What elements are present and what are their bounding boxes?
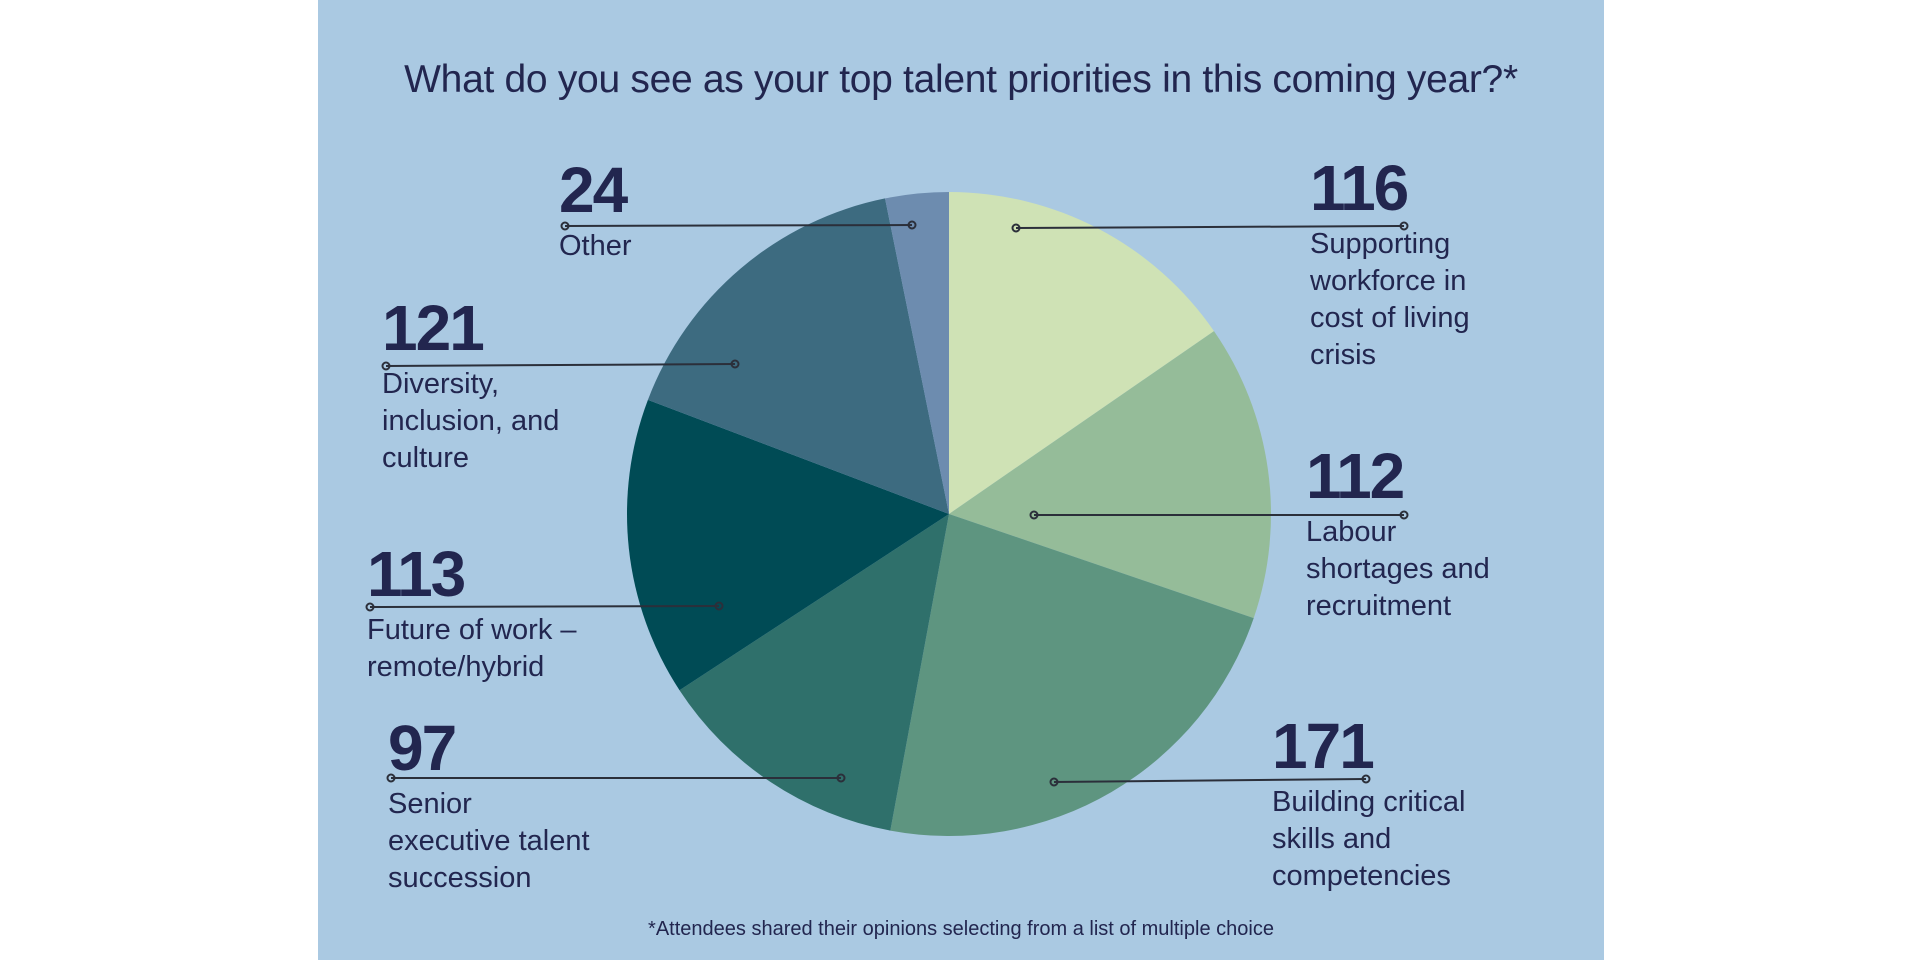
leader-dot <box>386 773 396 783</box>
leader-dot <box>365 602 375 612</box>
leader-line <box>1053 778 1367 783</box>
slice-category-line: skills and <box>1272 823 1392 855</box>
slice-category-line: competencies <box>1272 860 1451 892</box>
leader-line <box>564 224 913 227</box>
leader-dot <box>714 601 724 611</box>
footnote: *Attendees shared their opinions selecti… <box>648 918 1274 940</box>
pie-slice <box>647 198 949 515</box>
leader-dot <box>730 359 740 369</box>
pie-slice <box>890 514 1254 836</box>
slice-label: 113 Future of work – remote/hybrid <box>367 538 577 686</box>
leader-dot <box>1361 774 1371 784</box>
slice-label: 121 Diversity, inclusion, and culture <box>382 292 559 477</box>
leader-dot <box>836 773 846 783</box>
slice-label: 116 Supporting workforce in cost of living c… <box>1310 152 1470 374</box>
slice-category-line: executive talent <box>388 825 590 857</box>
pie-slice <box>885 192 949 514</box>
leader-line <box>1015 225 1405 229</box>
slice-category-line: remote/hybrid <box>367 651 545 683</box>
slice-category: Future of work – remote/hybrid <box>367 612 577 686</box>
slice-category-line: shortages and <box>1306 553 1490 585</box>
slice-category: Labour shortages and recruitment <box>1306 514 1490 625</box>
slice-category-line: Senior <box>388 788 472 820</box>
slice-category-line: crisis <box>1310 339 1377 371</box>
leader-dot <box>1029 510 1039 520</box>
slice-value: 97 <box>388 712 457 784</box>
slice-category: Building critical skills and competencies <box>1272 784 1465 895</box>
slice-category: Diversity, inclusion, and culture <box>382 366 559 477</box>
chart-title: What do you see as your top talent prior… <box>404 58 1518 101</box>
slice-category-line: Other <box>559 230 632 262</box>
leader-dot <box>381 361 391 371</box>
leader-dot <box>1399 221 1409 231</box>
slice-category: Senior executive talent succession <box>388 786 590 897</box>
leader-dot <box>1049 777 1059 787</box>
pie-slice <box>626 399 949 691</box>
slice-category: Supporting workforce in cost of living cris… <box>1310 226 1470 374</box>
slice-category-line: Building critical <box>1272 786 1466 818</box>
leader-dot <box>907 220 917 230</box>
chart-panel: What do you see as your top talent prior… <box>318 0 1604 960</box>
slice-label: 24 Other <box>559 154 632 265</box>
slice-label: 171 Building critical skills and competenci… <box>1272 710 1465 895</box>
slice-category-line: Labour <box>1306 516 1397 548</box>
slice-value: 116 <box>1310 152 1409 224</box>
slice-label: 112 Labour shortages and recruitment <box>1306 440 1490 625</box>
slice-value: 171 <box>1272 710 1375 782</box>
pie-slice <box>949 331 1271 619</box>
slice-category-line: inclusion, and <box>382 405 560 437</box>
slice-value: 113 <box>367 538 466 610</box>
leader-line <box>385 363 736 367</box>
slice-category-line: Supporting <box>1310 228 1451 260</box>
slice-category-line: workforce in <box>1310 265 1467 297</box>
leader-line <box>369 605 720 608</box>
slice-value: 112 <box>1306 440 1405 512</box>
slice-category-line: Future of work – <box>367 614 577 646</box>
slice-category: Other <box>559 228 632 265</box>
leader-dot <box>1399 510 1409 520</box>
slice-category-line: Diversity, <box>382 368 500 400</box>
pie-slice <box>949 192 1214 514</box>
pie-chart <box>365 192 1409 836</box>
slice-category-line: recruitment <box>1306 590 1452 622</box>
slice-value: 24 <box>559 154 628 226</box>
slice-value: 121 <box>382 292 485 364</box>
slice-category-line: culture <box>382 442 470 474</box>
leader-dot <box>560 221 570 231</box>
pie-slice <box>679 514 949 831</box>
slice-label: 97 Senior executive talent succession <box>388 712 590 897</box>
leader-dot <box>1011 223 1021 233</box>
slice-category-line: cost of living <box>1310 302 1470 334</box>
slice-category-line: succession <box>388 862 532 894</box>
